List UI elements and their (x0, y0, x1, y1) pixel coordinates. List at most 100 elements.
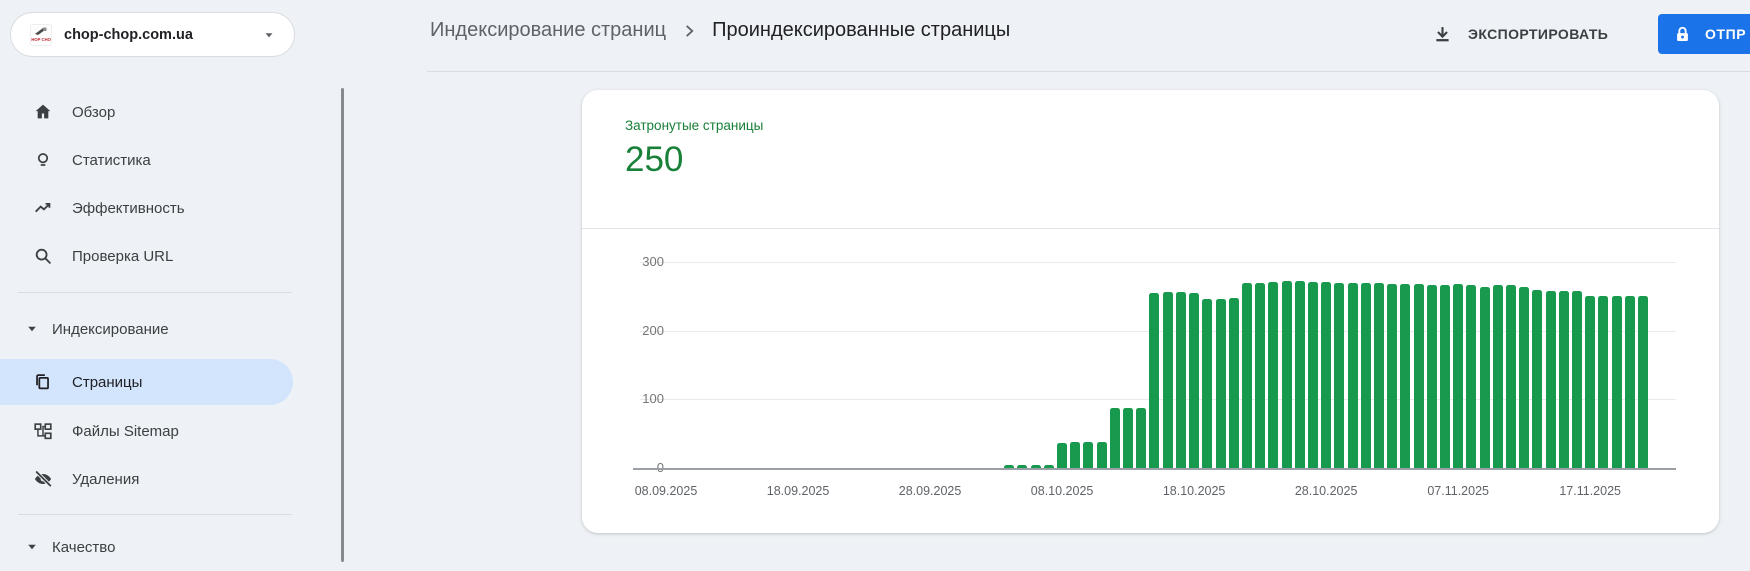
chart-bar[interactable] (1189, 292, 1200, 468)
chart-bar[interactable] (1202, 299, 1213, 468)
sidebar-section-label: Качество (52, 538, 116, 556)
chart-bar[interactable] (1360, 283, 1371, 468)
chart-bar[interactable] (1387, 283, 1398, 468)
chart-bar[interactable] (1571, 290, 1582, 468)
svg-text:CHOP CHOP: CHOP CHOP (31, 37, 51, 42)
chart-bar[interactable] (1057, 442, 1068, 468)
x-axis-tick: 28.09.2025 (898, 484, 962, 498)
chart-bar[interactable] (1175, 292, 1186, 468)
export-button[interactable]: ЭКСПОРТИРОВАТЬ (1432, 16, 1608, 52)
chart-bar[interactable] (1281, 281, 1292, 468)
site-favicon-icon: CHOP CHOP (31, 24, 51, 45)
x-axis-tick: 07.11.2025 (1427, 484, 1489, 498)
chart-bar[interactable] (1347, 282, 1358, 468)
chart-bar[interactable] (1321, 281, 1332, 468)
chart-bar[interactable] (1162, 292, 1173, 468)
breadcrumb-parent[interactable]: Индексирование страниц (430, 19, 667, 41)
chart-bar[interactable] (1519, 287, 1530, 468)
chart-bar[interactable] (1268, 281, 1279, 468)
gridline (640, 262, 1676, 263)
chart-bar[interactable] (1307, 281, 1318, 468)
sidebar-item-label: Проверка URL (72, 247, 174, 265)
x-axis-tick: 18.09.2025 (766, 484, 830, 498)
card-divider (582, 228, 1719, 229)
chart-bar[interactable] (1109, 407, 1120, 468)
chart-bar[interactable] (1017, 464, 1028, 468)
sidebar-item-label: Страницы (72, 373, 143, 391)
chart-bar[interactable] (1294, 281, 1305, 468)
chart-bar[interactable] (1123, 407, 1134, 468)
property-selector[interactable]: CHOP CHOP chop-chop.com.ua (10, 12, 295, 57)
chart-bar[interactable] (1439, 284, 1450, 468)
x-axis-tick: 17.11.2025 (1559, 484, 1621, 498)
chart-bar[interactable] (1043, 464, 1054, 468)
breadcrumb: Индексирование страниц Проиндексированны… (430, 19, 1010, 42)
search-icon (32, 245, 54, 267)
chart-bar[interactable] (1453, 283, 1464, 468)
sidebar-section-indexing[interactable]: Индексирование (0, 305, 310, 353)
chart-bar[interactable] (1334, 282, 1345, 468)
sidebar-item-label: Файлы Sitemap (72, 422, 179, 440)
chart-bar[interactable] (1558, 290, 1569, 468)
chart-bar[interactable] (1004, 465, 1015, 468)
chart-bar[interactable] (1149, 292, 1160, 468)
chart-bar[interactable] (1136, 408, 1147, 468)
sidebar-item-statistics[interactable]: Статистика (0, 136, 310, 184)
sidebar: Обзор Статистика Эффективность Проверка … (0, 88, 310, 571)
chart-bar[interactable] (1492, 285, 1503, 468)
chart-bar[interactable] (1413, 283, 1424, 468)
sitemap-icon (32, 420, 54, 442)
chart-plot: 010020030008.09.202518.09.202528.09.2025… (633, 255, 1676, 498)
validate-fix-button[interactable]: ОТПР (1658, 14, 1750, 54)
chart-bar[interactable] (1215, 299, 1226, 468)
chart-bar[interactable] (1096, 441, 1107, 468)
pages-icon (32, 371, 54, 393)
chart-bar[interactable] (1466, 285, 1477, 468)
validate-fix-button-label: ОТПР (1705, 26, 1747, 42)
chart-bar[interactable] (1545, 290, 1556, 468)
sidebar-section-quality[interactable]: Качество (0, 523, 310, 571)
sidebar-scrollbar[interactable] (341, 88, 344, 562)
chart-bar[interactable] (1228, 298, 1239, 468)
chart-bar[interactable] (1373, 283, 1384, 468)
y-axis-tick: 0 (604, 461, 664, 475)
chevron-right-icon (678, 20, 700, 42)
chart-bar[interactable] (1241, 283, 1252, 468)
chart-bar[interactable] (1624, 296, 1635, 468)
chart-bar[interactable] (1479, 287, 1490, 468)
sidebar-item-pages[interactable]: Страницы (0, 359, 293, 405)
summary-label: Затронутые страницы (625, 118, 764, 133)
x-axis-tick: 28.10.2025 (1294, 484, 1358, 498)
chart-bar[interactable] (1083, 441, 1094, 468)
sidebar-item-label: Обзор (72, 103, 116, 121)
sidebar-item-sitemaps[interactable]: Файлы Sitemap (0, 407, 310, 455)
breadcrumb-current: Проиндексированные страницы (712, 19, 1011, 41)
x-axis-line (633, 468, 1676, 470)
y-axis-tick: 300 (642, 254, 664, 269)
chart-bar[interactable] (1030, 464, 1041, 468)
sidebar-item-url-inspection[interactable]: Проверка URL (0, 232, 310, 280)
chart-bar[interactable] (1505, 285, 1516, 468)
sidebar-item-overview[interactable]: Обзор (0, 88, 310, 136)
header-divider (427, 71, 1750, 72)
chart-bar[interactable] (1585, 295, 1596, 468)
x-axis-tick: 08.09.2025 (634, 484, 698, 498)
chart-bar[interactable] (1400, 283, 1411, 468)
sidebar-item-label: Эффективность (72, 199, 185, 217)
x-axis-tick: 08.10.2025 (1030, 484, 1094, 498)
chart-bar[interactable] (1611, 296, 1622, 468)
chart-bar[interactable] (1598, 296, 1609, 468)
chart-bar[interactable] (1070, 441, 1081, 468)
triangle-down-icon (26, 323, 38, 335)
y-axis-tick: 200 (642, 322, 664, 338)
triangle-down-icon (26, 541, 38, 553)
sidebar-item-removals[interactable]: Удаления (0, 455, 310, 503)
chart-bar[interactable] (1637, 296, 1648, 468)
chart-bar[interactable] (1532, 290, 1543, 468)
caret-down-icon[interactable] (262, 28, 276, 42)
lock-icon (1673, 25, 1692, 44)
chart-bar[interactable] (1426, 284, 1437, 468)
sidebar-item-performance[interactable]: Эффективность (0, 184, 310, 232)
chart-bar[interactable] (1255, 282, 1266, 468)
